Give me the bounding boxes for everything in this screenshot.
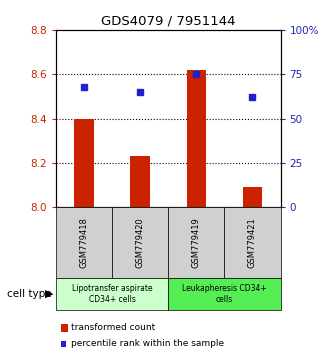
Text: Leukapheresis CD34+
cells: Leukapheresis CD34+ cells [182,284,267,303]
Text: cell type: cell type [7,289,51,299]
Bar [74,119,94,207]
Text: transformed count: transformed count [71,323,155,332]
Text: GSM779419: GSM779419 [192,217,201,268]
Title: GDS4079 / 7951144: GDS4079 / 7951144 [101,15,236,28]
Text: Lipotransfer aspirate
CD34+ cells: Lipotransfer aspirate CD34+ cells [72,284,152,303]
Text: percentile rank within the sample: percentile rank within the sample [71,339,224,348]
Bar [130,156,150,207]
Text: GSM779418: GSM779418 [80,217,89,268]
Bar [243,187,262,207]
Bar [186,70,206,207]
Text: ▶: ▶ [45,289,53,299]
Text: GSM779421: GSM779421 [248,217,257,268]
Text: GSM779420: GSM779420 [136,217,145,268]
